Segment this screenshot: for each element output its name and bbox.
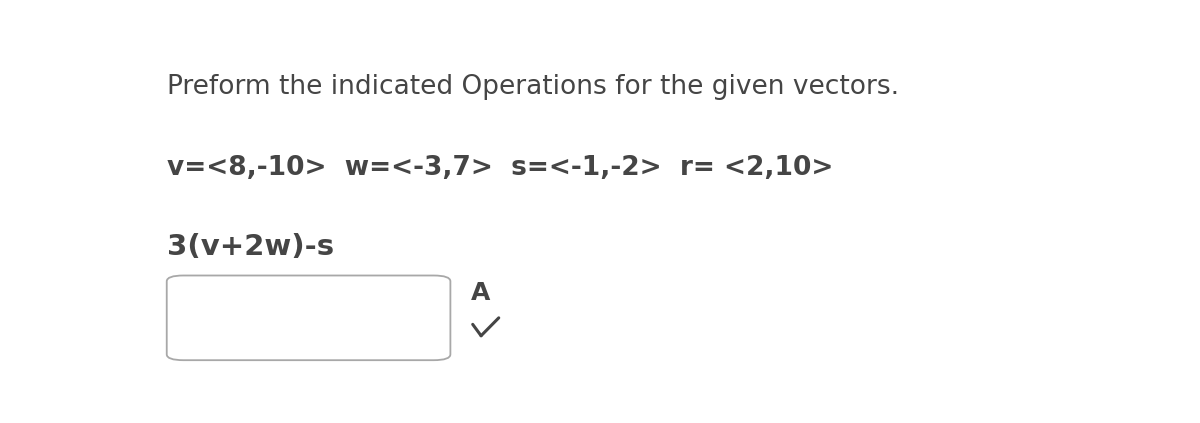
Text: Preform the indicated Operations for the given vectors.: Preform the indicated Operations for the… <box>167 74 899 99</box>
Text: v=<8,-10>  w=<-3,7>  s=<-1,-2>  r= <2,10>: v=<8,-10> w=<-3,7> s=<-1,-2> r= <2,10> <box>167 155 833 181</box>
Text: A: A <box>470 281 491 305</box>
Text: 3(v+2w)-s: 3(v+2w)-s <box>167 233 334 261</box>
FancyBboxPatch shape <box>167 275 450 360</box>
